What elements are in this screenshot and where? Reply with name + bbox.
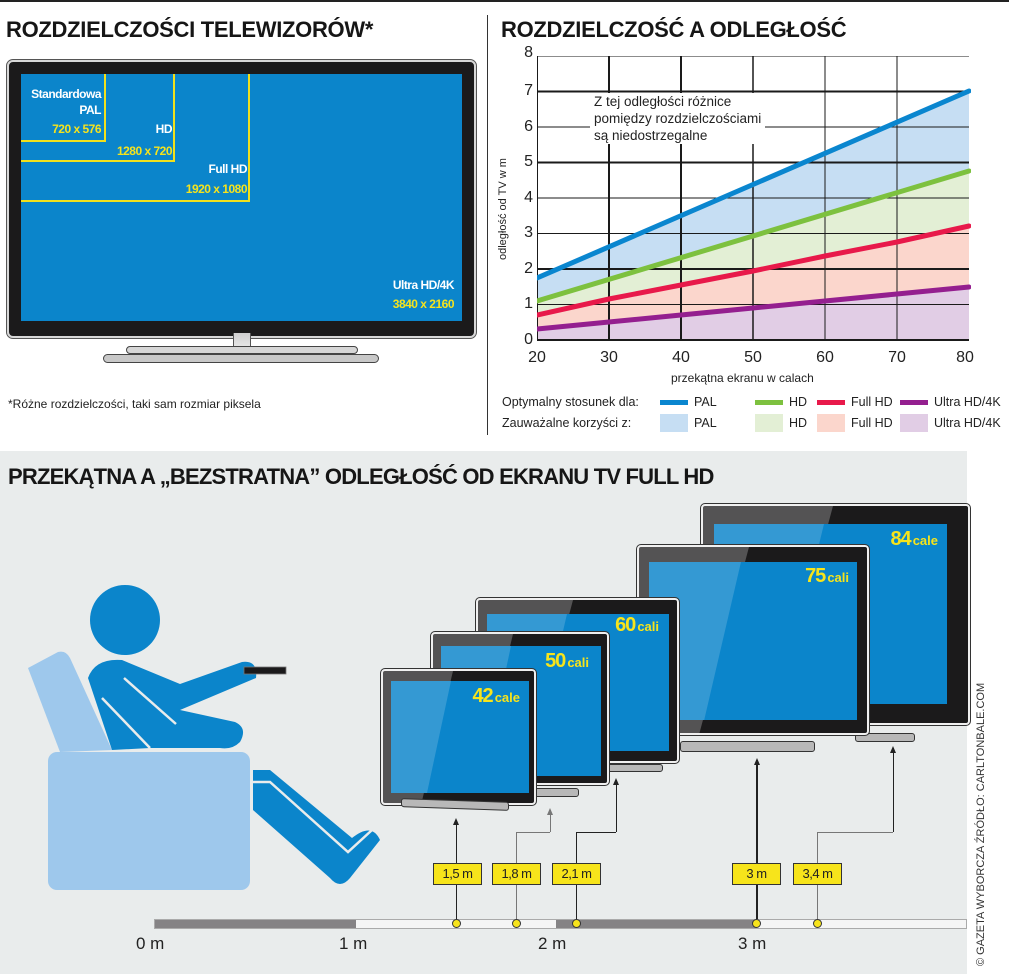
armchair-icon (28, 651, 250, 890)
tv-84-stand (855, 733, 915, 742)
y-tick: 6 (524, 118, 533, 135)
remote-control-icon (243, 666, 287, 675)
arrow-up-icon (547, 808, 553, 815)
fullhd-size: 1920 x 1080 (185, 182, 248, 196)
marker-dot (572, 919, 581, 928)
distance-tag-75: 3 m (732, 863, 781, 885)
tv-42-label: 42 cale (472, 685, 520, 707)
x-axis-label: przekątna ekranu w calach (671, 371, 814, 385)
hd-label: HD (155, 122, 173, 136)
legend-item-fullhd: Full HD (817, 395, 900, 409)
uhd-line-swatch (900, 399, 928, 405)
distance-tag-50: 1,8 m (492, 863, 541, 885)
panel-divider (487, 15, 488, 435)
top-rule (0, 0, 1009, 2)
pal-label-2: PAL (79, 103, 101, 117)
tv-60-label: 60 cali (615, 614, 659, 636)
x-tick: 40 (672, 349, 690, 366)
x-tick: 20 (528, 349, 546, 366)
distance-tag-42: 1,5 m (433, 863, 482, 885)
y-tick: 3 (524, 224, 533, 241)
x-tick: 60 (816, 349, 834, 366)
arrow-up-icon (754, 758, 760, 765)
x-tick: 70 (888, 349, 906, 366)
arrow-up-icon (453, 818, 459, 825)
y-tick: 8 (524, 44, 533, 61)
source-credit: © GAZETA WYBORCZA ŹRÓDŁO: CARLTONBALE.CO… (975, 682, 987, 966)
distance-tag-60: 2,1 m (552, 863, 601, 885)
marker-dot (512, 919, 521, 928)
legend-area-pal: PAL (660, 414, 755, 432)
legend-area-hd: HD (755, 414, 817, 432)
pal-line-swatch (660, 399, 688, 405)
scale-label-3: 3 m (738, 934, 767, 953)
chart-annotation: Z tej odległości różnice pomiędzy rozdzi… (590, 93, 766, 144)
tv-42: 42 cale (380, 668, 537, 806)
distance-tag-84: 3,4 m (793, 863, 842, 885)
legend-item-hd: HD (755, 395, 817, 409)
legend-item-pal: PAL (660, 395, 755, 409)
fullhd-area-swatch (817, 414, 845, 432)
tv-screen: Standardowa PAL 720 x 576 HD 1280 x 720 … (21, 74, 462, 321)
pal-frame (21, 74, 106, 142)
series-lines (537, 88, 971, 332)
legend-benefits: Zauważalne korzyści z: PAL HD Full HD Ul… (502, 414, 1001, 432)
scale-label-2: 2 m (538, 934, 567, 953)
tv-stand-base (103, 354, 379, 363)
viewer-illustration (28, 585, 380, 890)
uhd-area-swatch (900, 414, 928, 432)
pal-size: 720 x 576 (52, 122, 101, 136)
y-tick: 2 (524, 260, 533, 277)
hd-area-swatch (755, 414, 783, 432)
footnote: *Różne rozdzielczości, taki sam rozmiar … (8, 397, 261, 411)
y-tick: 0 (524, 331, 533, 348)
chart-title: ROZDZIELCZOŚĆ A ODLEGŁOŚĆ (501, 17, 847, 42)
arrow-up-icon (613, 778, 619, 785)
y-tick: 1 (524, 295, 533, 312)
viewing-distance-title: PRZEKĄTNA A „BEZSTRATNA” ODLEGŁOŚĆ OD EK… (8, 464, 714, 489)
legend-area-fullhd: Full HD (817, 414, 900, 432)
tv-75-label: 75 cali (805, 565, 849, 587)
y-tick: 5 (524, 153, 533, 170)
distance-scale-bar (154, 919, 967, 929)
scale-label-0: 0 m (136, 934, 165, 953)
marker-dot (752, 919, 761, 928)
tv-75-stand (680, 741, 815, 752)
uhd-label: Ultra HD/4K (392, 278, 455, 292)
fullhd-line-swatch (817, 399, 845, 405)
hd-line-swatch (755, 399, 783, 405)
pal-area-swatch (660, 414, 688, 432)
y-axis-label: odległość od TV w m (497, 158, 509, 260)
x-tick: 80 (956, 349, 974, 366)
tv-50-stand (534, 788, 579, 797)
marker-dot (452, 919, 461, 928)
x-tick: 50 (744, 349, 762, 366)
legend-item-uhd: Ultra HD/4K (900, 395, 1001, 409)
arrow-up-icon (890, 746, 896, 753)
tv-50-label: 50 cali (545, 650, 589, 672)
pal-label-1: Standardowa (31, 87, 101, 101)
legend-optimal: Optymalny stosunek dla: PAL HD Full HD U… (502, 395, 1001, 409)
legend-area-uhd: Ultra HD/4K (900, 414, 1001, 432)
hd-size: 1280 x 720 (116, 144, 173, 158)
tv-stand (126, 346, 358, 354)
scale-label-1: 1 m (339, 934, 368, 953)
hd-frame (21, 74, 175, 162)
y-tick: 7 (524, 82, 533, 99)
resolutions-title: ROZDZIELCZOŚCI TELEWIZORÓW* (6, 17, 374, 42)
y-tick: 4 (524, 189, 533, 206)
fullhd-frame (21, 74, 250, 202)
x-tick: 30 (600, 349, 618, 366)
uhd-size: 3840 x 2160 (392, 297, 455, 311)
fullhd-label: Full HD (208, 162, 248, 176)
person-outline-lines (101, 677, 373, 854)
resolution-distance-chart (537, 56, 971, 341)
tv-84-label: 84 cale (890, 528, 938, 550)
marker-dot (813, 919, 822, 928)
